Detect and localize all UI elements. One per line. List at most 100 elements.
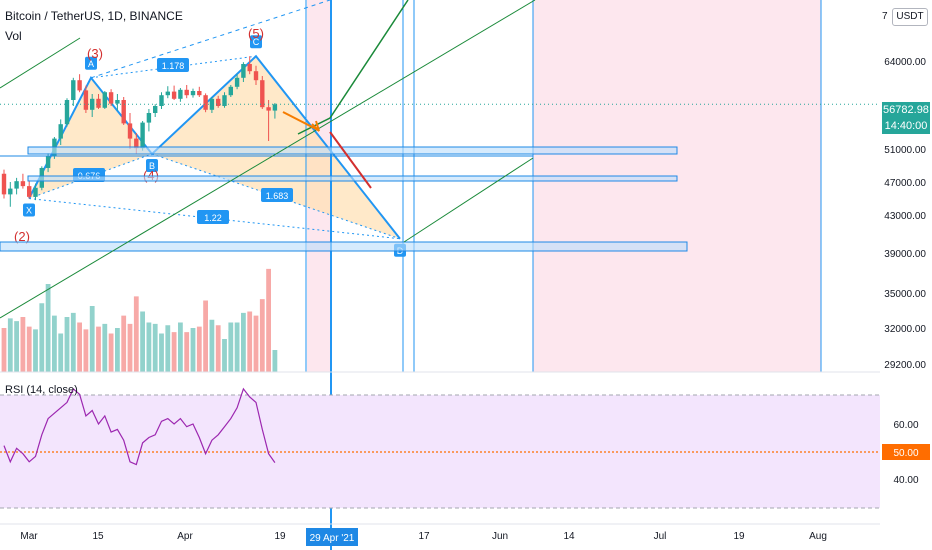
volume-bar	[196, 326, 202, 372]
candle	[96, 94, 101, 109]
volume-bar	[215, 325, 221, 372]
currency-badge[interactable]: USDT	[892, 8, 928, 26]
candle	[216, 95, 221, 108]
volume-bar	[121, 315, 127, 372]
wave-label: (3)	[87, 46, 103, 61]
volume-bar	[152, 323, 158, 372]
price-tick-label: 51000.00	[884, 145, 926, 156]
volume-bar	[228, 322, 234, 372]
volume-bars-layer	[1, 268, 278, 372]
forecast-shade-2	[533, 0, 821, 372]
price-tick-label: 29200.00	[884, 360, 926, 371]
volume-bar	[102, 323, 108, 372]
time-tick-label: 19	[733, 531, 745, 542]
time-tick-label: Aug	[809, 531, 827, 542]
volume-bar	[70, 312, 76, 372]
volume-bar	[20, 317, 26, 372]
candle	[184, 85, 189, 99]
candle	[58, 119, 63, 145]
candle	[102, 91, 107, 109]
volume-bar	[64, 317, 70, 372]
candle	[146, 109, 152, 132]
ratio-label: 1.22	[197, 210, 229, 224]
drawings-layer	[0, 0, 880, 550]
volume-bar	[127, 323, 133, 372]
svg-text:B: B	[149, 161, 155, 171]
svg-text:X: X	[26, 206, 32, 216]
candle	[241, 62, 246, 82]
candle	[209, 97, 215, 113]
ratio-label: 1.178	[157, 58, 189, 72]
wave-label: (5)	[248, 26, 264, 41]
candle	[260, 76, 265, 109]
candle	[228, 85, 233, 97]
time-tick-label: Mar	[20, 531, 38, 542]
arrow-orange	[282, 111, 319, 131]
svg-text:1.178: 1.178	[162, 61, 185, 71]
crosshair-date-badge: 29 Apr '21	[306, 528, 358, 546]
candle	[178, 88, 183, 102]
zone-box	[0, 241, 688, 252]
price-tick-label: 64000.00	[884, 57, 926, 68]
volume-bar	[190, 328, 196, 372]
volume-bar	[178, 322, 183, 372]
price-tick-label: 47000.00	[884, 178, 926, 189]
rsi-tick-label: 60.00	[893, 420, 918, 431]
time-tick-label: 19	[274, 531, 286, 542]
volume-bar	[96, 326, 101, 372]
volume-bar	[108, 333, 114, 372]
volume-bar	[171, 332, 177, 372]
volume-bar	[222, 339, 227, 372]
price-tick-label: 39000.00	[884, 249, 926, 260]
volume-bar	[26, 326, 32, 372]
candle	[159, 92, 164, 109]
candle	[153, 104, 158, 117]
svg-text:1.683: 1.683	[266, 191, 289, 201]
candle	[8, 182, 13, 207]
candle	[83, 85, 89, 113]
svg-text:C: C	[253, 37, 260, 47]
volume-bar	[39, 303, 45, 372]
volume-bar	[184, 332, 190, 372]
rsi-50-badge	[882, 444, 930, 460]
svg-text:29 Apr '21: 29 Apr '21	[310, 533, 355, 544]
volume-bar	[259, 299, 265, 372]
volume-bar	[1, 328, 7, 372]
scale-top-label: 7	[882, 11, 888, 22]
volume-bar	[45, 284, 51, 372]
time-tick-label: 15	[92, 531, 104, 542]
candle	[71, 77, 76, 106]
candle	[1, 169, 7, 199]
time-tick-label: 17	[418, 531, 430, 542]
price-tick-label: 32000.00	[884, 324, 926, 335]
candle	[77, 74, 82, 93]
candle	[272, 103, 278, 119]
candle	[115, 94, 120, 111]
volume-bar	[89, 306, 95, 372]
price-tick-label: 43000.00	[884, 211, 926, 222]
volume-bar	[83, 329, 89, 372]
rsi-tick-label: 50.00	[893, 448, 918, 459]
pattern-point-a: A	[85, 56, 97, 70]
zone-box	[27, 175, 678, 182]
volume-bar	[58, 333, 64, 372]
candles-layer	[1, 56, 278, 207]
arrow-orange-head	[311, 120, 320, 132]
volume-bar	[165, 325, 171, 372]
volume-bar	[209, 319, 215, 372]
svg-text:1.22: 1.22	[204, 213, 222, 223]
svg-text:A: A	[88, 59, 94, 69]
candle	[121, 97, 126, 125]
rsi-tick-label: 40.00	[893, 475, 918, 486]
volume-bar	[203, 300, 208, 372]
time-tick-label: Apr	[177, 531, 193, 542]
time-tick-label: Jul	[654, 531, 667, 542]
time-tick-label: 14	[563, 531, 575, 542]
candle	[234, 74, 240, 90]
extension-dashed	[90, 0, 331, 79]
wave-label: (2)	[14, 229, 30, 244]
trend-line-lower	[0, 0, 536, 319]
candle	[64, 98, 70, 127]
